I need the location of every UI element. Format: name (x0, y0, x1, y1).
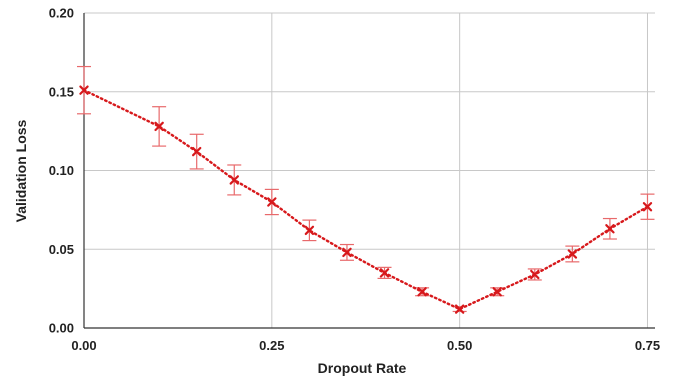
axes (83, 13, 655, 329)
marker-stroke (229, 175, 239, 185)
data-point (342, 247, 352, 258)
grid-lines (84, 12, 655, 329)
series-line (82, 88, 649, 311)
error-bars (77, 65, 655, 313)
data-point (567, 249, 578, 259)
data-point (79, 85, 89, 95)
marker-stroke (154, 121, 164, 132)
data-point (642, 202, 653, 212)
y-tick-label: 0.20 (49, 6, 74, 21)
marker-stroke (530, 269, 540, 280)
marker-stroke (79, 85, 89, 95)
data-markers (79, 85, 653, 314)
y-tick-label: 0.05 (49, 242, 74, 257)
marker-stroke (567, 249, 578, 259)
data-point (267, 197, 277, 207)
marker-stroke (492, 287, 502, 297)
y-axis-title: Validation Loss (13, 119, 29, 222)
data-point (492, 287, 502, 297)
data-point (154, 121, 164, 132)
x-tick-label: 0.00 (71, 338, 96, 353)
marker-stroke (304, 225, 315, 236)
marker-stroke (342, 247, 352, 258)
x-tick-label: 0.75 (635, 338, 660, 353)
data-point (417, 287, 427, 297)
data-point (530, 269, 540, 280)
data-point (454, 304, 465, 314)
marker-stroke (379, 268, 390, 278)
y-tick-label: 0.10 (49, 163, 74, 178)
tick-labels: 0.00 0.05 0.10 0.15 0.20 0.00 0.25 0.50 0.75 (49, 6, 660, 354)
data-point (191, 146, 202, 157)
marker-stroke (191, 146, 202, 157)
data-point (304, 225, 315, 236)
marker-stroke (417, 287, 427, 297)
x-tick-label: 0.50 (447, 338, 472, 353)
marker-stroke (642, 202, 653, 212)
data-point (229, 175, 239, 185)
data-point (605, 224, 615, 234)
x-tick-label: 0.25 (259, 338, 284, 353)
data-point (379, 268, 390, 278)
y-tick-label: 0.00 (49, 321, 74, 336)
marker-stroke (605, 224, 615, 234)
y-tick-label: 0.15 (49, 84, 74, 99)
marker-stroke (267, 197, 277, 207)
series-polyline (82, 88, 649, 311)
x-axis-title: Dropout Rate (318, 360, 407, 376)
marker-stroke (454, 304, 465, 314)
